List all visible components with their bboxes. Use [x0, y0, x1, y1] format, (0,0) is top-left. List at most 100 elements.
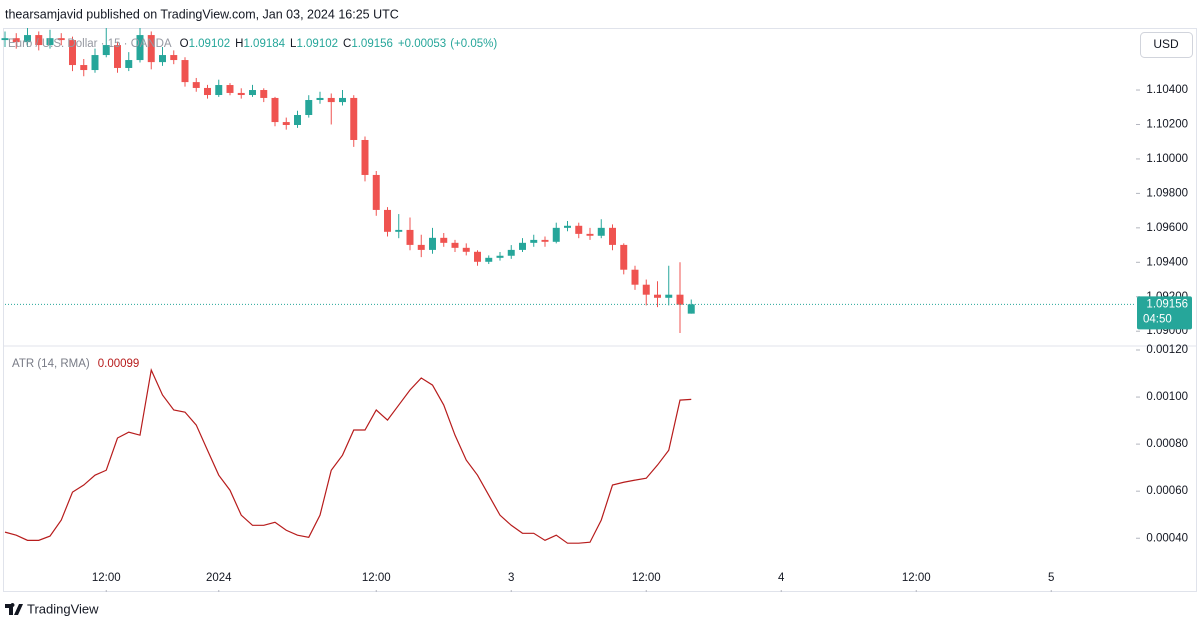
candle-body: [350, 97, 358, 140]
publisher: thearsamjavid published on TradingView.c…: [5, 7, 399, 21]
candle-body: [451, 242, 459, 248]
candle-body: [361, 139, 369, 175]
currency-label[interactable]: USD: [1153, 37, 1179, 51]
candle-body: [597, 227, 605, 236]
candle-body: [159, 55, 166, 63]
candle-body: [136, 35, 144, 61]
candle-body: [541, 239, 549, 242]
candle-body: [237, 92, 245, 96]
y-tick-label: 0.00080: [1146, 438, 1188, 450]
candle-body: [575, 225, 583, 234]
candle-body: [125, 60, 133, 68]
countdown: 04:50: [1143, 313, 1172, 325]
candle-body: [35, 35, 43, 46]
change: +0.00053: [398, 38, 446, 50]
candle-body: [294, 115, 301, 125]
candle-body: [282, 122, 290, 125]
candle-body: [215, 85, 223, 96]
candle-body: [192, 82, 200, 88]
candle-body: [496, 255, 504, 258]
ohlc-value: 1.09156: [351, 38, 393, 50]
candle-body: [24, 35, 31, 43]
x-tick-label: 3: [508, 572, 514, 584]
y-tick-label: 1.09600: [1146, 222, 1188, 234]
candle-body: [102, 45, 110, 56]
y-tick-label: 1.10000: [1146, 153, 1188, 165]
candle-body: [642, 284, 650, 295]
candle-body: [440, 237, 448, 243]
candle-body: [57, 38, 65, 41]
ohlc-key: L: [290, 38, 297, 50]
candle-body: [69, 40, 76, 66]
legend-name: ATR (14, RMA): [12, 358, 90, 370]
x-tick-label: 4: [778, 572, 785, 584]
candle-body: [654, 294, 661, 298]
candle-body: [147, 35, 155, 63]
footer-logo: [5, 603, 23, 615]
candle-body: [305, 100, 313, 116]
y-tick-label: 1.10400: [1146, 84, 1188, 96]
ohlc-key: H: [235, 38, 243, 50]
ohlc-value: 1.09184: [243, 38, 285, 50]
y-tick-label: 1.09400: [1146, 256, 1188, 268]
x-tick-label: 12:00: [902, 572, 931, 584]
candle-body: [46, 38, 54, 46]
candle-body: [429, 237, 436, 250]
candle-body: [474, 251, 481, 262]
y-tick-label: 1.09800: [1146, 187, 1188, 199]
candle-body: [384, 209, 391, 232]
candle-body: [1, 38, 9, 41]
candle-body: [316, 97, 324, 101]
candle-body: [395, 229, 403, 232]
y-tick-label: 0.00060: [1146, 485, 1188, 497]
currency-button[interactable]: [1140, 32, 1193, 58]
x-tick-label: 2024: [206, 572, 232, 584]
ohlc-value: 1.09102: [296, 38, 338, 50]
last-price-label: 1.09156: [1146, 298, 1188, 310]
candle-body: [631, 269, 639, 285]
candle-body: [687, 304, 695, 314]
candle-body: [609, 227, 616, 245]
candle-body: [80, 65, 88, 71]
ohlc-value: 1.09102: [189, 38, 231, 50]
candle-body: [485, 257, 493, 262]
candle-body: [620, 244, 628, 270]
candle-body: [676, 294, 684, 305]
candle-body: [114, 45, 121, 68]
candle-body: [406, 229, 414, 245]
candle-body: [507, 249, 515, 256]
candle-body: [372, 174, 380, 210]
y-tick-label: 1.10200: [1146, 119, 1188, 131]
y-tick-label: 0.00100: [1146, 391, 1188, 403]
candle-body: [327, 97, 335, 103]
candle-body: [417, 244, 425, 250]
y-tick-label: 0.00120: [1146, 344, 1188, 356]
symbol: Euro / U.S. Dollar · 15 · OANDA: [8, 38, 172, 50]
series-line: [4, 367, 692, 544]
legend: Euro / U.S. Dollar · 15 · OANDA O1.09102 H…: [8, 38, 497, 50]
chart-frame: [3, 28, 1197, 592]
x-tick-label: 12:00: [92, 572, 121, 584]
candle-body: [462, 247, 470, 252]
candle-body: [12, 38, 20, 43]
legend: ATR (14, RMA) 0.00099: [12, 358, 139, 370]
candle-body: [271, 97, 279, 123]
candle-body: [552, 227, 560, 242]
x-tick-label: 5: [1048, 572, 1054, 584]
candle-body: [226, 85, 234, 93]
candle-body: [564, 225, 571, 228]
y-tick-label: 0.00040: [1146, 532, 1188, 544]
legend-value: 0.00099: [98, 358, 140, 370]
candle-body: [170, 55, 178, 61]
candle-body: [249, 90, 256, 96]
x-tick-label: 12:00: [362, 572, 391, 584]
candle-body: [530, 239, 538, 243]
candle-body: [181, 60, 189, 83]
candle-body: [260, 90, 268, 98]
candle-body: [204, 87, 211, 96]
last-price-box: [1137, 296, 1192, 330]
change-pct: (+0.05%): [450, 38, 497, 50]
